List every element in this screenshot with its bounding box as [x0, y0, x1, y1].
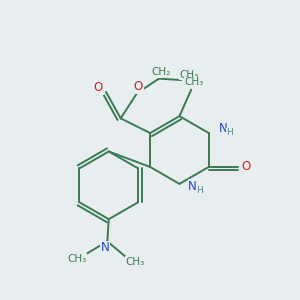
Text: O: O — [134, 80, 143, 93]
Text: N: N — [218, 122, 227, 135]
Text: CH₃: CH₃ — [68, 254, 87, 264]
Text: CH₃: CH₃ — [125, 257, 144, 267]
Text: N: N — [100, 241, 109, 254]
Text: O: O — [94, 81, 103, 94]
Text: H: H — [196, 186, 203, 195]
Text: O: O — [242, 160, 251, 173]
Text: CH₃: CH₃ — [180, 70, 199, 80]
Text: H: H — [226, 128, 233, 137]
Text: CH₃: CH₃ — [184, 77, 204, 87]
Text: N: N — [188, 180, 197, 193]
Text: CH₂: CH₂ — [152, 67, 171, 77]
